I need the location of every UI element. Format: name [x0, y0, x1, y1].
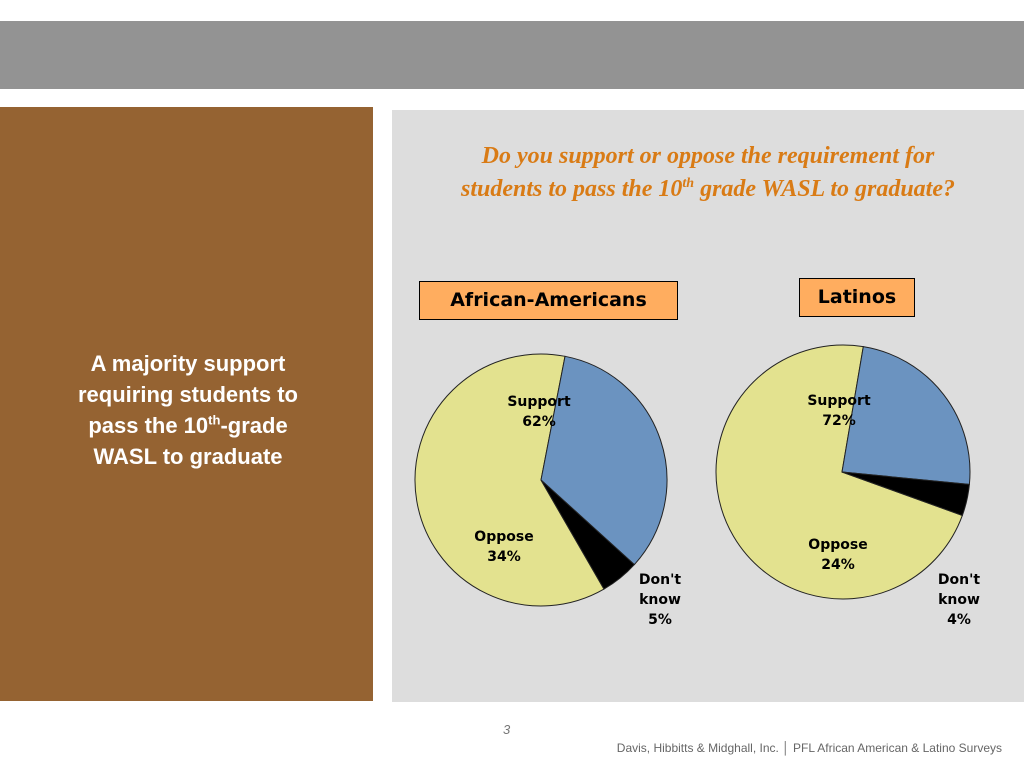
question-line-1: Do you support or oppose the requirement… — [481, 143, 935, 169]
pie-label-african-americans-support: Support 62% — [507, 394, 571, 430]
page-number: 3 — [503, 722, 511, 737]
summary-line-3-superscript: th — [208, 412, 221, 428]
footer-credit: Davis, Hibbitts & Midghall, Inc. │ PFL A… — [616, 741, 1002, 755]
title-bar — [0, 21, 1024, 89]
question-line-2-start: students to pass the 10 — [461, 176, 683, 202]
pie-slice-latinos-oppose — [841, 346, 971, 485]
pie-label-latinos-don-t-know: Don't know 4% — [938, 572, 980, 628]
survey-question: Do you support or oppose the requirement… — [398, 140, 1018, 206]
pie-slice-african-americans-don-t-know — [540, 479, 636, 590]
pie-slice-african-americans-oppose — [540, 355, 668, 566]
question-line-2-superscript: th — [682, 176, 695, 191]
summary-panel — [0, 107, 373, 701]
question-line-2-end: grade WASL to graduate? — [694, 176, 955, 202]
summary-line-1: A majority support — [90, 351, 286, 376]
summary-line-3-start: pass the 10 — [88, 413, 209, 438]
pie-label-latinos-oppose: Oppose 24% — [808, 537, 867, 573]
group-label-latinos: Latinos — [799, 278, 915, 317]
summary-text: A majority support requiring students to… — [30, 348, 346, 472]
summary-line-4: WASL to graduate — [93, 444, 283, 469]
pie-slice-latinos-support — [715, 344, 963, 600]
pie-slice-african-americans-support — [414, 353, 605, 607]
summary-line-3-end: -grade — [220, 413, 288, 438]
summary-line-2: requiring students to — [78, 382, 298, 407]
pie-label-african-americans-don-t-know: Don't know 5% — [639, 572, 681, 628]
pie-label-latinos-support: Support 72% — [807, 393, 871, 429]
pie-label-african-americans-oppose: Oppose 34% — [474, 529, 533, 565]
pie-slice-latinos-don-t-know — [841, 471, 970, 517]
group-label-african-americans: African-Americans — [419, 281, 678, 320]
